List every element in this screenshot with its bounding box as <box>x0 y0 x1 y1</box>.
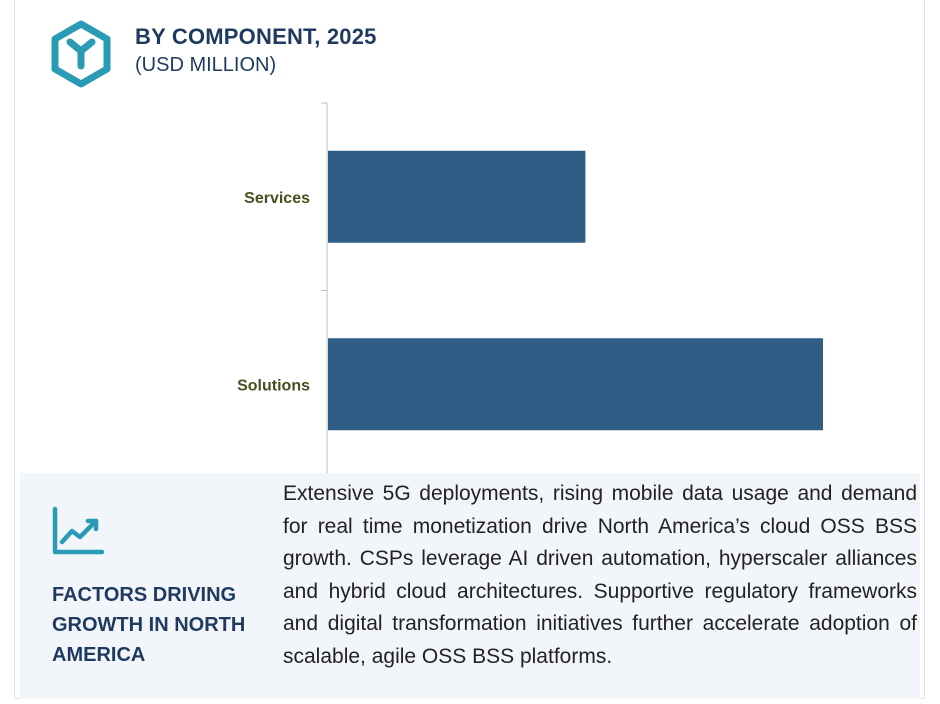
panel-description: Extensive 5G deployments, rising mobile … <box>283 482 917 668</box>
category-label-services: Services <box>244 190 310 207</box>
hexagon-y-logo-icon <box>51 20 111 88</box>
bar-solutions <box>328 338 823 431</box>
chart-subtitle: (USD MILLION) <box>135 54 277 76</box>
chart-title: BY COMPONENT, 2025 <box>135 24 377 49</box>
bar-services <box>328 150 586 243</box>
category-label-solutions: Solutions <box>237 377 310 394</box>
panel-heading: FACTORS DRIVING GROWTH IN NORTH AMERICA <box>52 584 246 666</box>
bar-chart: Services Solutions <box>237 102 823 479</box>
trend-line-icon <box>52 506 105 555</box>
growth-factors-panel <box>20 473 920 699</box>
